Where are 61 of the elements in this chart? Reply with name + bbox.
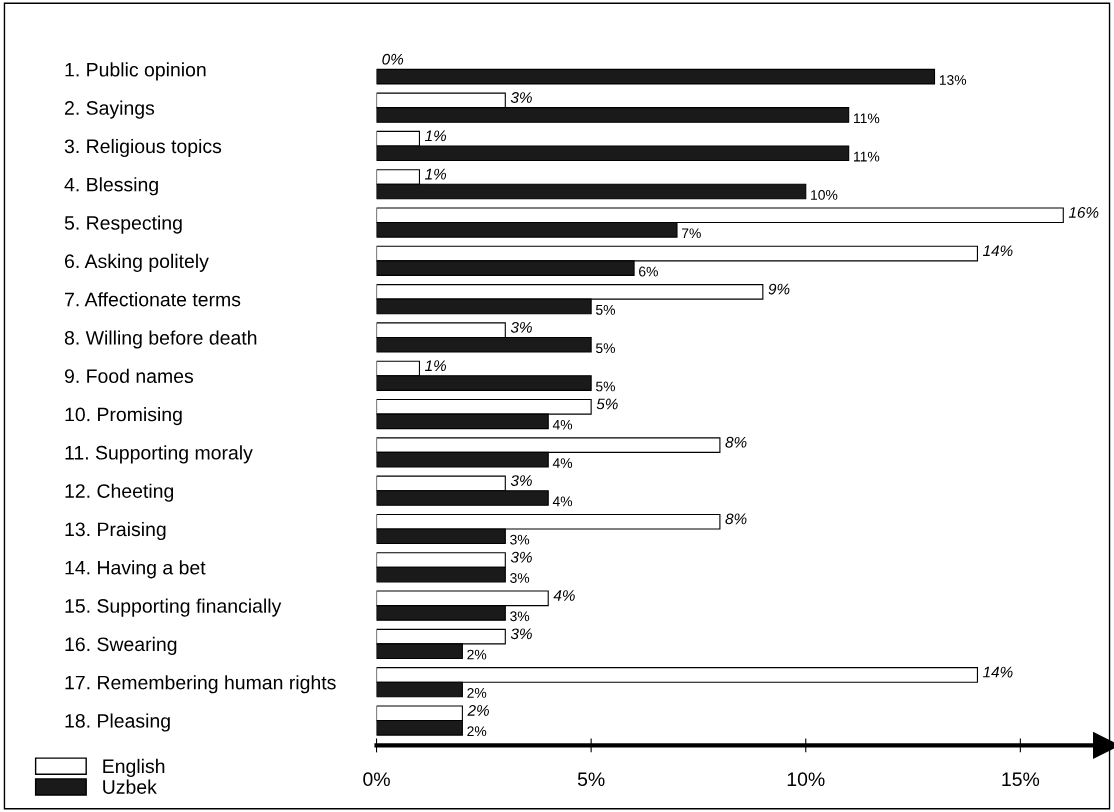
data-label: 5% [595, 381, 616, 392]
data-label: 4% [552, 496, 573, 507]
y-tick-label: 2. Sayings [65, 100, 155, 119]
y-tick-label: 11. Supporting moraly [65, 445, 253, 464]
data-label: 8% [725, 436, 747, 448]
data-label: 3% [510, 475, 532, 486]
data-label: 14% [982, 666, 1013, 678]
data-label: 11% [854, 151, 880, 162]
data-label: 0% [382, 53, 404, 65]
data-label: 2% [467, 649, 487, 660]
data-label: 10% [811, 190, 838, 200]
y-tick-label: 17. Remembering human rights [65, 675, 336, 694]
data-label: 11% [854, 113, 880, 124]
y-tick-label: 16. Swearing [65, 636, 177, 655]
y-tick-label: 15. Supporting financially [65, 598, 282, 617]
data-label: 3% [510, 92, 532, 103]
data-label: 3% [510, 628, 532, 640]
data-label: 16% [1068, 207, 1099, 218]
data-label: 4% [552, 458, 573, 468]
data-label: 8% [725, 513, 747, 525]
data-label: 14% [982, 245, 1013, 257]
y-tick-label: 6. Asking politely [65, 253, 209, 272]
x-tick-label: 15% [1002, 772, 1040, 787]
data-label: 3% [510, 534, 530, 545]
y-tick-label: 8. Willing before death [64, 330, 257, 349]
data-label: 7% [681, 228, 701, 239]
data-label: 3% [510, 611, 530, 622]
y-tick-label: 9. Food names [64, 368, 194, 384]
legend-label: Uzbek [103, 779, 157, 794]
data-label: 3% [510, 551, 532, 563]
data-label: 3% [510, 573, 530, 583]
data-label: 6% [639, 266, 658, 277]
data-label: 5% [596, 398, 618, 410]
data-label: 5% [595, 304, 616, 315]
y-tick-label: 18. Pleasing [65, 713, 170, 732]
y-tick-label: 12. Cheeting [65, 483, 174, 502]
legend-label: English [103, 758, 165, 777]
data-label: 2% [467, 687, 487, 698]
data-label: 5% [595, 343, 616, 354]
y-tick-label: 13. Praising [65, 521, 166, 541]
data-label: 2% [467, 704, 489, 716]
y-tick-label: 5. Respecting [64, 215, 182, 234]
bar [376, 68, 936, 85]
data-label: 9% [768, 283, 790, 295]
data-label: 1% [425, 130, 447, 142]
data-label: 1% [425, 360, 447, 371]
data-label: 2% [467, 726, 487, 737]
x-tick-label: 0% [363, 772, 390, 787]
y-tick-label: 4. Blessing [64, 177, 158, 196]
y-tick-label: 7. Affectionate terms [65, 292, 241, 307]
y-tick-label: 14. Having a bet [65, 560, 206, 579]
data-label: 4% [553, 590, 575, 601]
y-tick-label: 1. Public opinion [65, 62, 206, 81]
data-label: 4% [552, 419, 573, 430]
y-tick-label: 10. Promising [65, 407, 182, 426]
data-label: 3% [510, 321, 532, 333]
data-label: 1% [425, 168, 447, 180]
data-label: 13% [939, 75, 967, 85]
x-tick-label: 5% [577, 772, 605, 787]
y-tick-label: 3. Religious topics [64, 138, 222, 158]
x-tick-label: 10% [787, 772, 825, 787]
